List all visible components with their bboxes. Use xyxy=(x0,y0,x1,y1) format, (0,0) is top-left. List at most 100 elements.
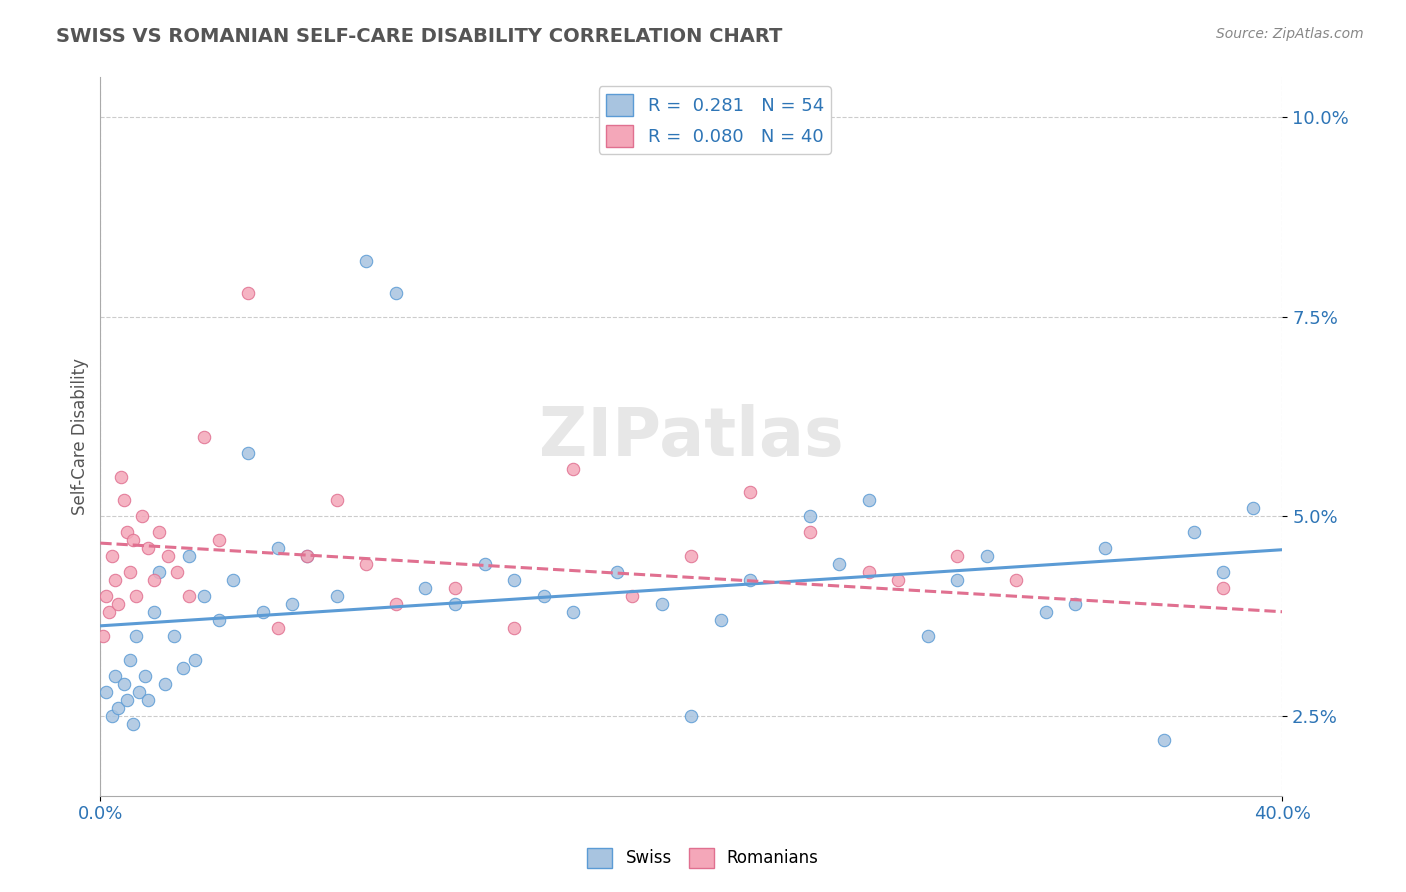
Point xyxy=(148,525,170,540)
Point xyxy=(236,285,259,300)
Point xyxy=(651,597,673,611)
Point xyxy=(503,621,526,635)
Point xyxy=(96,685,118,699)
Point xyxy=(118,566,141,580)
Point xyxy=(101,549,124,564)
Point xyxy=(1064,597,1087,611)
Point xyxy=(118,653,141,667)
Point xyxy=(710,613,733,627)
Point xyxy=(98,605,121,619)
Point xyxy=(266,621,288,635)
Point xyxy=(91,629,114,643)
Point xyxy=(177,589,200,603)
Point xyxy=(166,566,188,580)
Point xyxy=(533,589,555,603)
Point xyxy=(606,566,628,580)
Point xyxy=(266,541,288,556)
Point xyxy=(356,558,378,572)
Point xyxy=(101,709,124,723)
Point xyxy=(107,597,129,611)
Point xyxy=(115,525,138,540)
Point xyxy=(681,549,703,564)
Point xyxy=(562,461,585,475)
Point xyxy=(193,429,215,443)
Point xyxy=(136,693,159,707)
Point xyxy=(385,597,408,611)
Point xyxy=(1182,525,1205,540)
Point xyxy=(104,574,127,588)
Point xyxy=(415,581,437,595)
Point xyxy=(326,493,349,508)
Legend: R =  0.281   N = 54, R =  0.080   N = 40: R = 0.281 N = 54, R = 0.080 N = 40 xyxy=(599,87,831,154)
Point xyxy=(858,566,880,580)
Point xyxy=(134,669,156,683)
Point xyxy=(252,605,274,619)
Point xyxy=(155,677,177,691)
Point xyxy=(172,661,194,675)
Point xyxy=(121,717,143,731)
Point xyxy=(142,574,165,588)
Point xyxy=(917,629,939,643)
Point xyxy=(193,589,215,603)
Point xyxy=(112,493,135,508)
Point xyxy=(503,574,526,588)
Point xyxy=(946,549,969,564)
Point xyxy=(740,574,762,588)
Point xyxy=(1005,574,1028,588)
Point xyxy=(444,597,467,611)
Point xyxy=(474,558,496,572)
Point xyxy=(1123,813,1146,827)
Point xyxy=(136,541,159,556)
Point xyxy=(740,485,762,500)
Y-axis label: Self-Care Disability: Self-Care Disability xyxy=(72,358,89,515)
Text: SWISS VS ROMANIAN SELF-CARE DISABILITY CORRELATION CHART: SWISS VS ROMANIAN SELF-CARE DISABILITY C… xyxy=(56,27,783,45)
Point xyxy=(799,525,821,540)
Point xyxy=(295,549,318,564)
Point xyxy=(444,581,467,595)
Point xyxy=(125,629,148,643)
Point xyxy=(295,549,318,564)
Point xyxy=(157,549,180,564)
Point xyxy=(177,549,200,564)
Point xyxy=(828,558,851,572)
Point xyxy=(326,589,349,603)
Text: ZIPatlas: ZIPatlas xyxy=(538,403,844,469)
Point xyxy=(1153,732,1175,747)
Point xyxy=(222,574,245,588)
Point xyxy=(858,493,880,508)
Point xyxy=(125,589,148,603)
Text: Source: ZipAtlas.com: Source: ZipAtlas.com xyxy=(1216,27,1364,41)
Point xyxy=(281,597,304,611)
Point xyxy=(128,685,150,699)
Point xyxy=(976,549,998,564)
Point xyxy=(887,574,910,588)
Point xyxy=(236,445,259,459)
Point xyxy=(621,589,644,603)
Point xyxy=(1241,501,1264,516)
Point xyxy=(112,677,135,691)
Point xyxy=(1212,566,1234,580)
Point xyxy=(385,285,408,300)
Point xyxy=(121,533,143,548)
Legend: Swiss, Romanians: Swiss, Romanians xyxy=(581,841,825,875)
Point xyxy=(207,613,229,627)
Point xyxy=(1094,541,1116,556)
Point xyxy=(946,574,969,588)
Point xyxy=(110,469,132,483)
Point xyxy=(562,605,585,619)
Point xyxy=(96,589,118,603)
Point xyxy=(107,701,129,715)
Point xyxy=(142,605,165,619)
Point xyxy=(148,566,170,580)
Point xyxy=(115,693,138,707)
Point xyxy=(1035,605,1057,619)
Point xyxy=(799,509,821,524)
Point xyxy=(104,669,127,683)
Point xyxy=(131,509,153,524)
Point xyxy=(1212,581,1234,595)
Point xyxy=(184,653,207,667)
Point xyxy=(163,629,186,643)
Point xyxy=(207,533,229,548)
Point xyxy=(356,254,378,268)
Point xyxy=(681,709,703,723)
